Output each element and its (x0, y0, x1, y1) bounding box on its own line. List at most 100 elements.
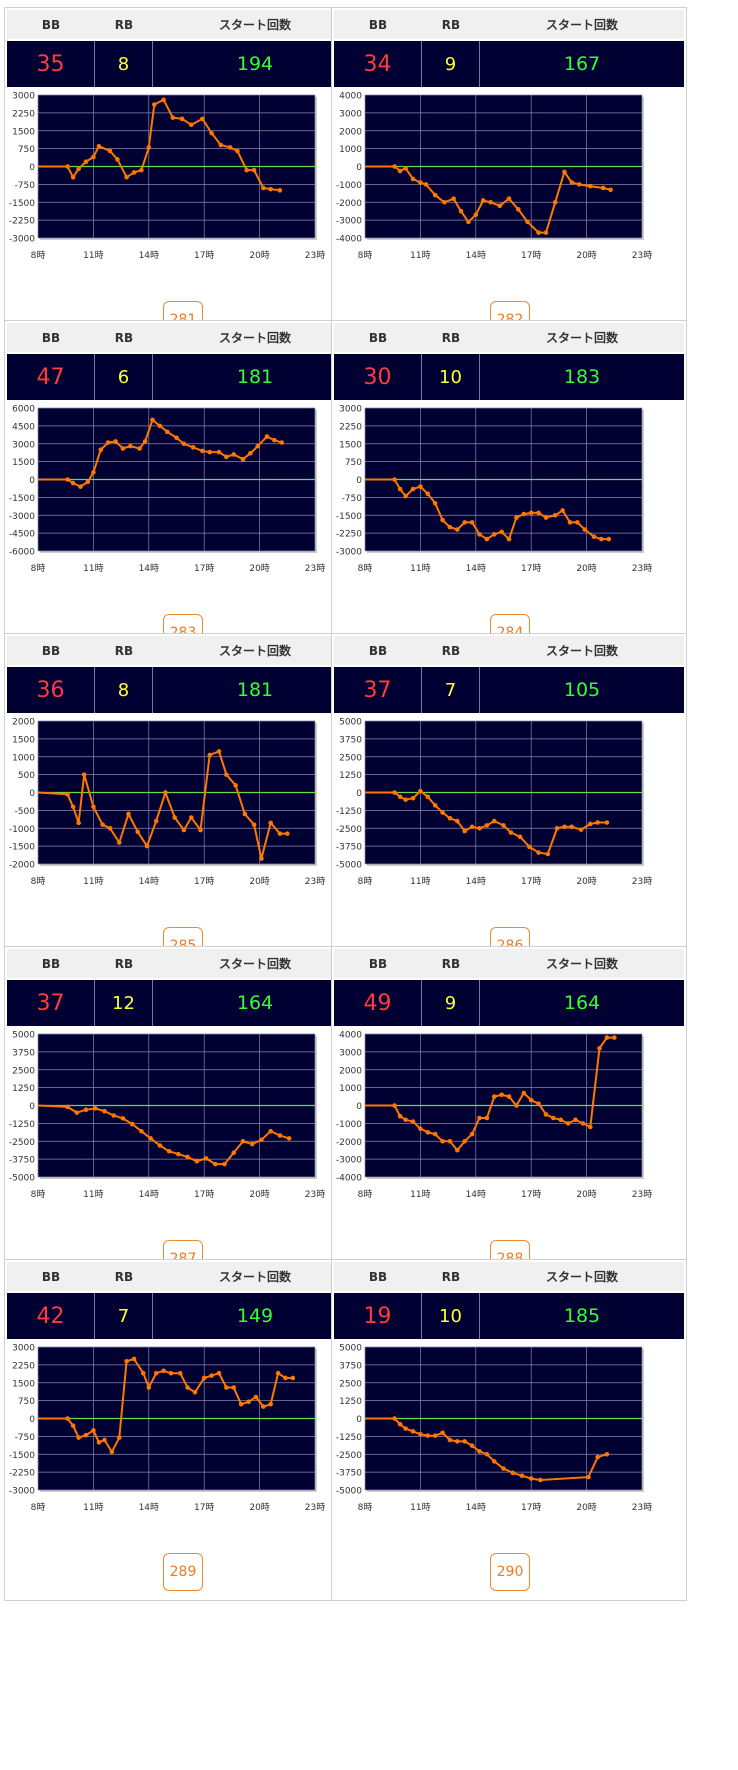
data-point (129, 1121, 135, 1127)
data-point (586, 1474, 591, 1480)
data-point (392, 164, 397, 169)
y-tick-label: 3000 (12, 1344, 35, 1354)
data-point (392, 1103, 397, 1108)
data-point (161, 1368, 166, 1374)
data-point (560, 508, 565, 513)
data-point (194, 1158, 200, 1164)
graph-chart: 3000 2250 1500 750 0 -750 -1500 -2250 -3000 8時 11時… (9, 92, 325, 262)
data-point (144, 843, 150, 849)
data-point (177, 1370, 183, 1376)
y-tick-label: 3000 (339, 405, 362, 415)
data-point (249, 1141, 255, 1147)
y-tick-label: -2000 (9, 861, 35, 871)
machine-card: BB RB スタート回数 42 7 149 3000 2250 1500 750 0 -750 -150… (4, 1259, 360, 1601)
data-point (146, 1385, 152, 1390)
y-tick-label: 5000 (339, 718, 362, 728)
data-point (65, 1104, 70, 1110)
data-point (578, 827, 584, 832)
x-tick-label: 17時 (521, 1189, 541, 1200)
stats-header: BB RB スタート回数 (334, 323, 684, 352)
y-tick-label: -2500 (336, 825, 362, 835)
data-point (447, 524, 453, 530)
data-point (102, 1108, 107, 1114)
x-tick-label: 11時 (83, 563, 103, 574)
start-count: 105 (563, 679, 601, 701)
data-point (440, 1138, 445, 1144)
stats-header: BB RB スタート回数 (7, 1262, 357, 1291)
data-point (277, 188, 283, 193)
data-point (499, 1092, 504, 1098)
rb-count: 8 (95, 667, 153, 713)
start-count: 167 (563, 53, 601, 75)
data-point (538, 1477, 543, 1483)
data-point (290, 1375, 296, 1381)
x-tick-label: 14時 (139, 876, 159, 887)
data-point (120, 1116, 126, 1121)
data-point (209, 130, 214, 136)
data-point (209, 1373, 214, 1378)
y-tick-label: 1250 (339, 1397, 362, 1407)
data-point (418, 1431, 423, 1437)
y-tick-label: -3000 (9, 235, 35, 245)
data-point (562, 824, 567, 830)
data-point (604, 1451, 610, 1457)
data-point (573, 1117, 578, 1123)
data-point (403, 1426, 408, 1431)
data-point (251, 167, 257, 173)
y-tick-label: -2500 (9, 1138, 35, 1148)
stats-header: BB RB スタート回数 (334, 636, 684, 665)
y-tick-label: 3750 (12, 1048, 35, 1058)
stats-values: 35 8 194 (7, 41, 357, 87)
data-point (233, 783, 238, 788)
y-tick-label: 2000 (339, 1066, 362, 1076)
rb-count: 7 (422, 667, 480, 713)
start-count: 164 (236, 992, 274, 1014)
stats-values: 34 9 167 (334, 41, 684, 87)
machine-card: BB RB スタート回数 34 9 167 4000 3000 2000 1000 0 -1000 -2… (331, 7, 687, 349)
x-tick-label: 17時 (194, 250, 214, 261)
data-point (70, 480, 76, 486)
x-tick-label: 20時 (576, 1189, 596, 1200)
y-tick-label: -750 (15, 1433, 36, 1443)
data-point (477, 532, 482, 537)
data-point (514, 515, 519, 520)
data-point (207, 752, 213, 758)
bb-count: 30 (334, 354, 422, 400)
x-tick-label: 17時 (521, 250, 541, 261)
header-rb: RB (114, 643, 134, 658)
start-count: 181 (236, 679, 274, 701)
x-tick-label: 20時 (249, 250, 269, 261)
data-point (543, 230, 549, 235)
data-point (91, 1428, 96, 1433)
data-point (536, 850, 541, 855)
data-point (425, 1130, 431, 1135)
data-point (410, 795, 416, 801)
graph-chart: 4000 3000 2000 1000 0 -1000 -2000 -3000 -4000 8時 1… (336, 1031, 652, 1201)
start-count: 149 (236, 1305, 274, 1327)
x-tick-label: 20時 (576, 563, 596, 574)
data-point (587, 183, 593, 189)
graph-chart: 4000 3000 2000 1000 0 -1000 -2000 -3000 -4000 8時 1… (336, 92, 652, 262)
data-point (432, 1433, 438, 1438)
data-point (251, 822, 257, 827)
machine-number-button[interactable]: 290 (490, 1553, 530, 1591)
data-point (157, 423, 163, 429)
header-rb: RB (441, 1269, 461, 1284)
data-point (115, 157, 120, 162)
header-start: スタート回数 (218, 1270, 291, 1284)
machine-number-button[interactable]: 289 (163, 1553, 203, 1591)
header-start: スタート回数 (218, 957, 291, 971)
data-point (163, 790, 168, 795)
y-tick-label: -2500 (336, 1451, 362, 1461)
data-point (83, 159, 89, 165)
header-bb: BB (368, 17, 388, 32)
data-point (606, 536, 612, 542)
bb-count: 36 (7, 667, 95, 713)
x-tick-label: 8時 (31, 1189, 46, 1200)
y-tick-label: -3750 (9, 1156, 35, 1166)
y-tick-label: -3000 (336, 548, 362, 558)
y-tick-label: 0 (356, 1415, 362, 1425)
y-tick-label: -1500 (9, 843, 35, 853)
y-tick-label: -1500 (9, 1451, 35, 1461)
header-start: スタート回数 (218, 18, 291, 32)
